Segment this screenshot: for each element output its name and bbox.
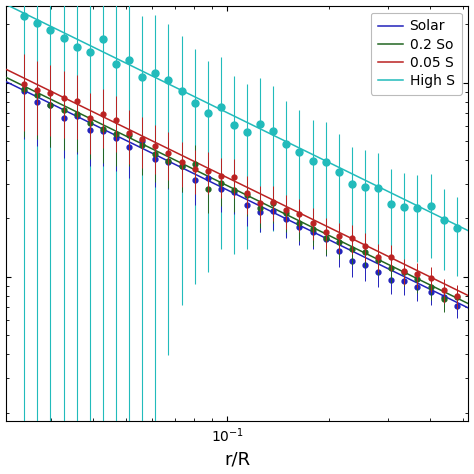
0.05 S xyxy=(146,136,151,142)
0.2 So xyxy=(292,216,298,222)
Line: 0.05 S: 0.05 S xyxy=(0,62,474,299)
High S xyxy=(473,231,474,237)
High S xyxy=(337,165,343,171)
0.05 S xyxy=(292,208,298,214)
Legend: Solar, 0.2 So, 0.05 S, High S: Solar, 0.2 So, 0.05 S, High S xyxy=(371,12,462,95)
0.2 So xyxy=(473,304,474,310)
0.05 S xyxy=(337,230,343,236)
Solar xyxy=(337,243,343,248)
0.05 S xyxy=(46,87,51,93)
0.2 So xyxy=(146,144,151,150)
0.05 S xyxy=(473,296,474,302)
0.2 So xyxy=(180,161,185,166)
High S xyxy=(292,143,298,149)
0.2 So xyxy=(340,239,346,245)
Solar xyxy=(473,309,474,314)
High S xyxy=(340,166,346,172)
X-axis label: r/R: r/R xyxy=(224,450,250,468)
Solar xyxy=(146,148,151,154)
0.2 So xyxy=(337,238,343,244)
Solar xyxy=(292,220,298,226)
Solar xyxy=(340,244,346,249)
High S xyxy=(180,88,185,93)
0.05 S xyxy=(340,231,346,237)
Solar xyxy=(180,165,185,171)
High S xyxy=(146,71,151,77)
Line: Solar: Solar xyxy=(0,74,474,311)
High S xyxy=(46,22,51,28)
0.2 So xyxy=(46,95,51,101)
Solar xyxy=(46,100,51,105)
Line: 0.2 So: 0.2 So xyxy=(0,70,474,307)
0.05 S xyxy=(180,153,185,158)
Line: High S: High S xyxy=(0,0,474,234)
